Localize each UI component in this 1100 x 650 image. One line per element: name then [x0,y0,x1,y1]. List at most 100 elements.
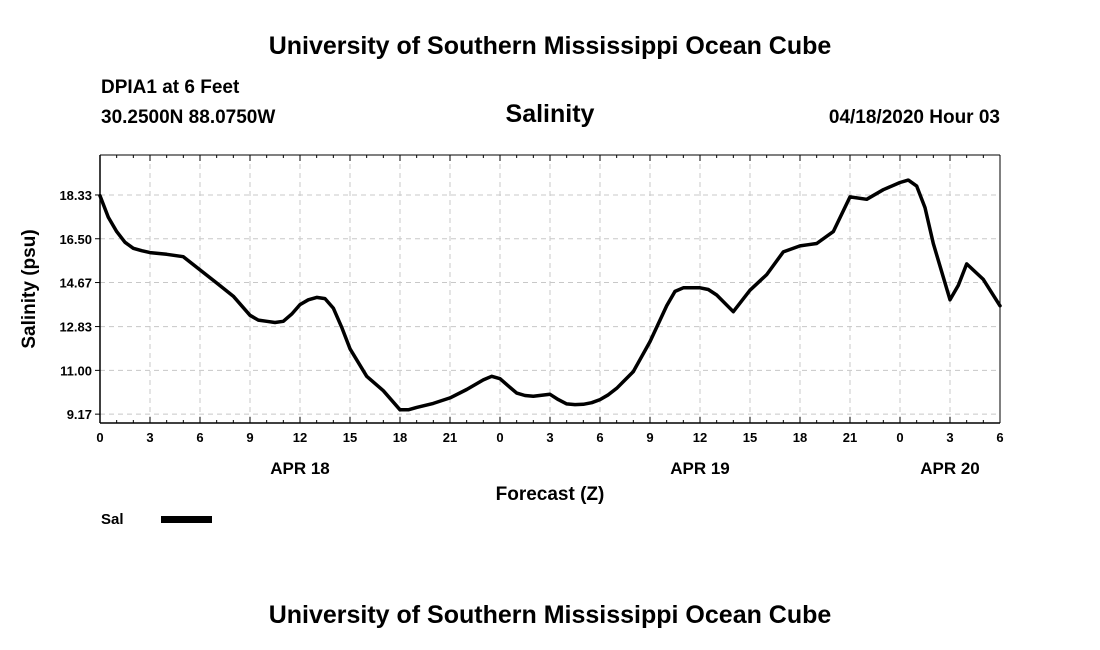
series-line-sal [98,178,1002,412]
data-point [998,304,1002,307]
data-point [290,312,293,316]
x-tick-label: 0 [96,430,103,445]
data-point [282,320,285,323]
x-tick-label: 15 [343,430,357,445]
data-point [573,403,577,406]
data-point [732,310,735,313]
data-point [923,206,927,209]
data-point [132,247,135,250]
x-tick-label: 0 [896,430,903,445]
data-point [832,230,835,233]
x-tick-label: 21 [843,430,857,445]
chart-top-title: University of Southern Mississippi Ocean… [268,32,832,60]
y-tick-label: 12.83 [59,320,92,335]
data-point [148,251,152,254]
chart-title: Salinity [505,100,595,128]
data-point [415,406,418,409]
data-point [340,326,343,329]
x-tick-label: 18 [393,430,407,445]
data-point [607,393,610,396]
x-tick-label: 9 [646,430,653,445]
data-point [515,391,518,395]
data-point [565,402,568,406]
date-label: APR 19 [670,459,730,478]
x-axis-title: Forecast (Z) [496,484,605,505]
data-point [265,320,268,323]
data-point [523,394,527,397]
x-tick-label: 15 [743,430,757,445]
data-point [365,375,368,378]
data-point [398,408,402,411]
data-point [865,198,868,201]
data-point [548,393,552,396]
x-tick-label: 3 [146,430,153,445]
data-point [915,184,918,188]
data-point [315,296,318,299]
data-point [115,230,118,233]
data-point [965,262,968,266]
data-point [507,384,510,388]
legend-line-swatch [161,516,212,523]
data-point [707,288,710,291]
y-tick-label: 14.67 [59,276,92,291]
x-tick-label: 6 [196,430,203,445]
data-point [807,243,810,246]
data-point [948,298,952,301]
data-point [798,244,802,248]
data-point [140,249,143,252]
data-point [257,318,260,322]
legend-label: Sal [101,511,124,528]
x-tick-label: 6 [996,430,1003,445]
data-point [307,298,310,301]
y-tick-label: 9.17 [67,407,92,422]
data-point [165,253,168,256]
data-point [715,293,718,297]
data-point [182,255,185,258]
data-point [632,370,635,373]
data-point [598,398,602,401]
data-point [532,395,535,398]
x-tick-label: 21 [443,430,457,445]
data-point [648,340,652,343]
data-point [482,378,485,382]
data-point [582,403,585,406]
data-point [248,314,252,317]
data-point [98,194,102,197]
data-point [107,216,110,219]
data-point [590,401,593,404]
data-point [615,387,618,390]
forecast-datetime: 04/18/2020 Hour 03 [828,107,1000,128]
x-tick-label: 9 [246,430,253,445]
data-point [490,375,493,378]
data-point [232,295,235,298]
data-point [332,306,335,310]
data-point [782,250,785,254]
data-point [848,195,852,199]
grid-layer [99,155,1001,423]
data-point [982,278,985,281]
data-point [407,408,410,411]
data-point [682,286,685,289]
data-point [898,181,902,184]
date-label: APR 20 [920,459,980,478]
data-point [432,402,435,405]
chart-bottom-title: University of Southern Mississippi Ocean… [268,601,832,629]
data-point [273,321,277,324]
data-point [298,303,302,306]
data-point [748,289,752,292]
x-tick-label: 6 [596,430,603,445]
series-layer [98,178,1002,412]
x-tick-label: 3 [946,430,953,445]
data-point [348,347,352,350]
x-tick-label: 18 [793,430,807,445]
data-point [673,290,677,293]
data-point [323,297,327,300]
y-tick-label: 16.50 [59,232,92,247]
data-point [815,242,818,245]
y-tick-label: 18.33 [59,188,92,203]
label-layer: 0 3 6 9 12 15 18 21 0 3 6 9 12 15 18 21 0 3 6 9.17 11.00 12.8… [59,188,1003,478]
data-point [498,377,502,380]
data-point [448,396,452,400]
data-point [932,242,935,245]
